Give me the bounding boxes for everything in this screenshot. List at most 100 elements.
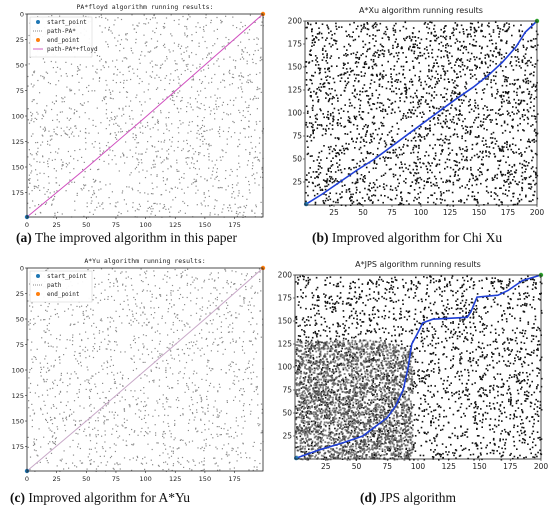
obstacle-mark — [450, 94, 452, 97]
obstacle-mark — [111, 411, 113, 413]
obstacle-mark — [51, 203, 53, 205]
obstacle-mark — [261, 430, 263, 432]
obstacle-mark — [442, 106, 445, 108]
obstacle-mark — [86, 206, 88, 208]
obstacle-mark — [88, 190, 90, 192]
obstacle-mark — [174, 419, 176, 422]
obstacle-mark — [202, 28, 205, 31]
obstacle-mark — [342, 110, 345, 112]
obstacle-mark — [38, 185, 40, 187]
obstacle-mark — [177, 348, 179, 350]
obstacle-mark — [90, 388, 92, 390]
obstacle-mark — [339, 193, 341, 195]
obstacle-mark — [249, 413, 252, 415]
legend-marker — [36, 38, 40, 42]
obstacle-mark — [345, 53, 347, 55]
obstacle-mark — [147, 443, 149, 445]
obstacle-mark — [180, 123, 182, 125]
obstacle-mark — [191, 34, 193, 36]
obstacle-mark — [343, 149, 345, 152]
obstacle-mark — [184, 70, 186, 72]
obstacle-mark — [461, 114, 463, 116]
obstacle-mark — [87, 315, 89, 317]
obstacle-mark — [426, 26, 428, 29]
obstacle-mark — [140, 377, 142, 379]
obstacle-mark — [65, 133, 68, 135]
obstacle-mark — [374, 25, 377, 28]
obstacle-mark — [478, 155, 481, 158]
obstacle-mark — [133, 335, 135, 337]
obstacle-mark — [530, 39, 533, 42]
obstacle-mark — [235, 97, 237, 99]
obstacle-mark — [521, 91, 523, 94]
obstacle-mark — [505, 189, 507, 191]
obstacle-mark — [211, 174, 213, 176]
obstacle-mark — [362, 27, 364, 29]
obstacle-mark — [330, 55, 333, 57]
obstacle-mark — [144, 192, 146, 194]
obstacle-mark — [399, 203, 401, 206]
obstacle-mark — [466, 168, 469, 170]
obstacle-mark — [228, 331, 231, 333]
obstacle-mark — [202, 469, 204, 471]
obstacle-mark — [44, 126, 46, 128]
obstacle-mark — [137, 349, 140, 351]
obstacle-mark — [138, 416, 140, 418]
obstacle-mark — [400, 161, 402, 163]
obstacle-mark — [228, 39, 230, 41]
obstacle-mark — [101, 100, 103, 102]
obstacle-mark — [39, 189, 41, 191]
obstacle-mark — [207, 67, 210, 69]
obstacle-mark — [117, 40, 119, 42]
obstacle-mark — [168, 49, 170, 51]
obstacle-mark — [245, 176, 247, 178]
obstacle-mark — [398, 146, 401, 149]
obstacle-mark — [40, 366, 42, 368]
obstacle-mark — [191, 86, 193, 88]
obstacle-mark — [358, 110, 360, 113]
obstacle-mark — [212, 414, 214, 416]
obstacle-mark — [483, 144, 485, 146]
obstacle-mark — [81, 462, 84, 464]
obstacle-mark — [508, 23, 510, 25]
obstacle-mark — [310, 49, 312, 51]
obstacle-mark — [131, 187, 133, 189]
obstacle-mark — [186, 18, 188, 21]
obstacle-mark — [311, 39, 314, 42]
obstacle-mark — [506, 194, 509, 197]
obstacle-mark — [41, 394, 44, 396]
obstacle-mark — [366, 126, 369, 129]
obstacle-mark — [379, 78, 381, 80]
obstacle-mark — [74, 209, 76, 211]
obstacle-mark — [115, 331, 118, 333]
obstacle-mark — [195, 192, 197, 194]
obstacle-mark — [216, 38, 219, 40]
obstacle-mark — [164, 414, 166, 416]
obstacle-mark — [381, 37, 384, 39]
obstacle-mark — [249, 192, 251, 194]
obstacle-mark — [103, 160, 105, 162]
obstacle-mark — [318, 32, 320, 35]
obstacle-mark — [88, 118, 90, 120]
obstacle-mark — [444, 122, 447, 125]
obstacle-mark — [503, 120, 506, 123]
obstacle-mark — [511, 127, 514, 129]
obstacle-mark — [62, 164, 64, 166]
obstacle-mark — [427, 201, 429, 204]
obstacle-mark — [534, 183, 536, 186]
obstacle-mark — [515, 102, 517, 104]
obstacle-mark — [345, 147, 347, 150]
obstacle-mark — [204, 130, 206, 132]
obstacle-mark — [55, 350, 57, 352]
obstacle-mark — [336, 162, 338, 164]
obstacle-mark — [61, 111, 63, 113]
obstacle-mark — [99, 455, 101, 457]
obstacle-mark — [504, 78, 506, 81]
obstacle-mark — [238, 380, 240, 382]
obstacle-mark — [482, 164, 484, 166]
obstacle-mark — [338, 153, 340, 156]
obstacle-mark — [194, 464, 196, 466]
obstacle-mark — [198, 168, 200, 170]
obstacle-mark — [509, 115, 511, 117]
obstacle-mark — [343, 72, 346, 74]
